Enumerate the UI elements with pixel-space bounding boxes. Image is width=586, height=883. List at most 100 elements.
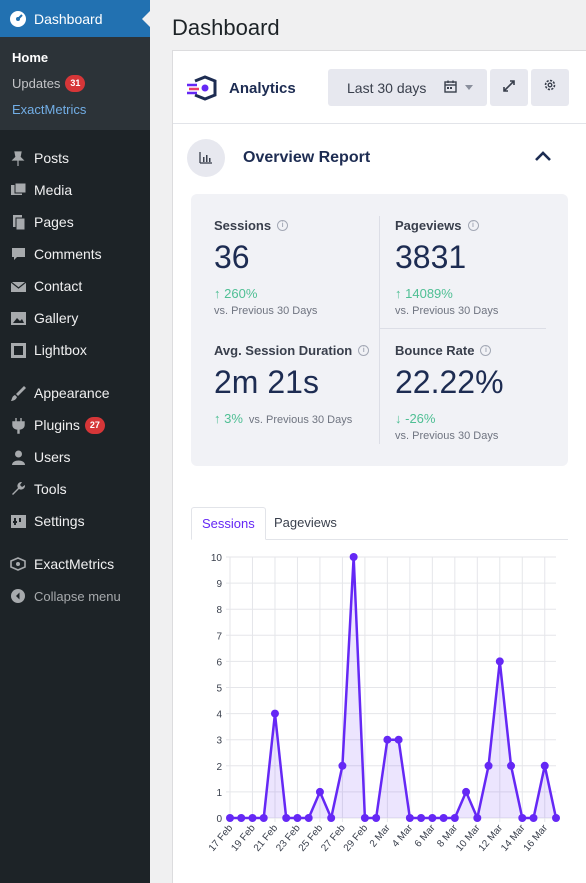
menu-pages[interactable]: Pages <box>0 206 150 238</box>
data-point[interactable] <box>327 814 336 822</box>
stat-pageviews-vs: vs. Previous 30 Days <box>395 305 499 317</box>
data-point[interactable] <box>462 787 471 796</box>
data-point[interactable] <box>417 814 426 822</box>
y-tick-label: 4 <box>216 710 222 721</box>
data-point[interactable] <box>484 761 493 770</box>
data-point[interactable] <box>529 814 538 822</box>
menu-exactmetrics[interactable]: ExactMetrics <box>0 548 150 580</box>
stat-bounce-vs: vs. Previous 30 Days <box>395 430 499 442</box>
stat-sessions-change: 260% <box>224 286 258 301</box>
data-point[interactable] <box>315 787 324 796</box>
info-icon[interactable]: i <box>358 345 370 356</box>
menu-posts-label: Posts <box>34 150 70 166</box>
plugins-count-badge: 27 <box>84 416 105 434</box>
stat-pageviews-change: 14089% <box>405 286 453 301</box>
menu-exactmetrics-label: ExactMetrics <box>34 556 115 572</box>
y-tick-label: 6 <box>216 657 222 668</box>
menu-lightbox[interactable]: Lightbox <box>0 334 150 366</box>
y-tick-label: 9 <box>216 579 222 590</box>
settings-icon <box>8 511 28 531</box>
data-point[interactable] <box>405 814 414 822</box>
data-point[interactable] <box>270 709 279 718</box>
submenu-exactmetrics[interactable]: ExactMetrics <box>0 96 150 122</box>
data-point[interactable] <box>259 814 268 822</box>
data-point[interactable] <box>507 761 516 770</box>
comment-icon <box>8 244 28 264</box>
menu-users[interactable]: Users <box>0 441 150 473</box>
tab-sessions[interactable]: Sessions <box>191 507 266 540</box>
menu-tools-label: Tools <box>34 481 67 497</box>
date-range-value: Last 30 days <box>347 79 427 96</box>
data-point[interactable] <box>439 814 448 822</box>
chevron-up-icon[interactable] <box>534 149 552 167</box>
menu-plugins[interactable]: Plugins 27 <box>0 409 150 441</box>
data-point[interactable] <box>428 814 437 822</box>
menu-dashboard[interactable]: Dashboard <box>0 0 150 37</box>
collapse-menu-button[interactable]: Collapse menu <box>0 580 150 612</box>
media-icon <box>8 180 28 200</box>
menu-pages-label: Pages <box>34 214 74 230</box>
data-point[interactable] <box>473 814 482 822</box>
gear-icon <box>543 78 557 97</box>
stat-duration-vs: vs. Previous 30 Days <box>248 414 353 426</box>
stats-divider-horizontal <box>379 328 546 329</box>
stat-bounce: Bounce Rate i 22.22% ↓ -26% vs. Previous … <box>395 343 504 442</box>
stat-pageviews-value: 3831 <box>395 239 467 275</box>
stat-bounce-change: -26% <box>405 411 436 426</box>
menu-gallery-label: Gallery <box>34 310 79 326</box>
data-point[interactable] <box>248 814 257 822</box>
sessions-line <box>230 555 558 820</box>
data-point[interactable] <box>338 761 347 770</box>
menu-comments[interactable]: Comments <box>0 238 150 270</box>
submenu-home[interactable]: Home <box>0 44 150 70</box>
calendar-icon <box>444 80 457 96</box>
data-point[interactable] <box>226 814 234 822</box>
data-point[interactable] <box>360 814 369 822</box>
menu-contact[interactable]: Contact <box>0 270 150 302</box>
settings-button[interactable] <box>531 69 569 106</box>
data-point[interactable] <box>237 814 246 822</box>
data-point[interactable] <box>293 814 302 822</box>
menu-settings[interactable]: Settings <box>0 505 150 537</box>
date-range-select[interactable]: Last 30 days <box>328 69 487 106</box>
menu-lightbox-label: Lightbox <box>34 342 87 358</box>
info-icon[interactable]: i <box>480 345 492 356</box>
data-point[interactable] <box>540 761 549 770</box>
updates-count-badge: 31 <box>65 74 86 92</box>
menu-gallery[interactable]: Gallery <box>0 302 150 334</box>
data-point[interactable] <box>552 814 560 822</box>
menu-posts[interactable]: Posts <box>0 142 150 174</box>
pin-icon <box>8 148 28 168</box>
data-point[interactable] <box>394 735 403 744</box>
data-point[interactable] <box>450 814 459 822</box>
arrow-up-icon: ↑ <box>395 286 402 301</box>
x-tick-label: 4 Mar <box>390 822 415 849</box>
data-point[interactable] <box>495 657 504 666</box>
menu-media[interactable]: Media <box>0 174 150 206</box>
menu-appearance[interactable]: Appearance <box>0 377 150 409</box>
data-point[interactable] <box>282 814 291 822</box>
fullscreen-button[interactable] <box>490 69 528 106</box>
widget-brand: Analytics <box>229 80 296 97</box>
x-tick-label: 16 Mar <box>522 822 551 853</box>
submenu-exactmetrics-label: ExactMetrics <box>12 101 87 117</box>
menu-contact-label: Contact <box>34 278 83 294</box>
data-point[interactable] <box>304 814 313 822</box>
data-point[interactable] <box>383 735 392 744</box>
overview-report-toggle[interactable]: Overview Report <box>187 139 567 179</box>
x-tick-label: 2 Mar <box>368 822 393 849</box>
data-point[interactable] <box>349 553 358 561</box>
menu-settings-label: Settings <box>34 513 85 529</box>
data-point[interactable] <box>372 814 381 822</box>
tab-pageviews[interactable]: Pageviews <box>274 515 337 530</box>
menu-tools[interactable]: Tools <box>0 473 150 505</box>
submenu-updates[interactable]: Updates 31 <box>0 70 150 96</box>
data-point[interactable] <box>518 814 527 822</box>
admin-sidebar: Dashboard Home Updates 31 ExactMetrics Po… <box>0 0 150 883</box>
y-tick-label: 3 <box>216 736 222 747</box>
stat-duration-value: 2m 21s <box>214 364 319 400</box>
info-icon[interactable]: i <box>467 220 479 231</box>
stat-sessions-vs: vs. Previous 30 Days <box>214 305 318 317</box>
y-tick-label: 1 <box>216 788 222 799</box>
info-icon[interactable]: i <box>277 220 289 231</box>
